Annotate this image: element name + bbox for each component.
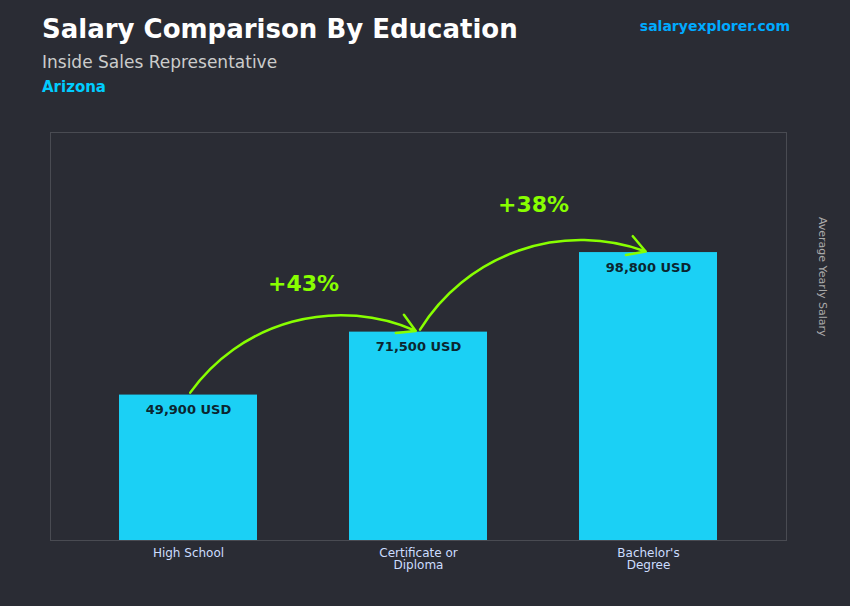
svg-text:Certificate orDiploma: Certificate orDiploma: [379, 546, 457, 572]
html-text:Salary Comparison By Education: Salary Comparison By Education: [42, 14, 518, 44]
svg-text:+38%: +38%: [498, 192, 569, 217]
svg-text:71,500 USD: 71,500 USD: [376, 339, 462, 354]
html-text:salaryexplorer.com: salaryexplorer.com: [639, 18, 790, 34]
svg-text:Bachelor'sDegree: Bachelor'sDegree: [617, 546, 679, 572]
svg-text:Average Yearly Salary: Average Yearly Salary: [816, 217, 829, 337]
svg-text:49,900 USD: 49,900 USD: [146, 402, 232, 417]
svg-text:98,800 USD: 98,800 USD: [606, 260, 692, 275]
svg-text:+43%: +43%: [268, 271, 339, 296]
html-text:Inside Sales Representative: Inside Sales Representative: [42, 52, 278, 72]
svg-text:High School: High School: [153, 546, 224, 560]
html-text:Arizona: Arizona: [42, 78, 106, 96]
